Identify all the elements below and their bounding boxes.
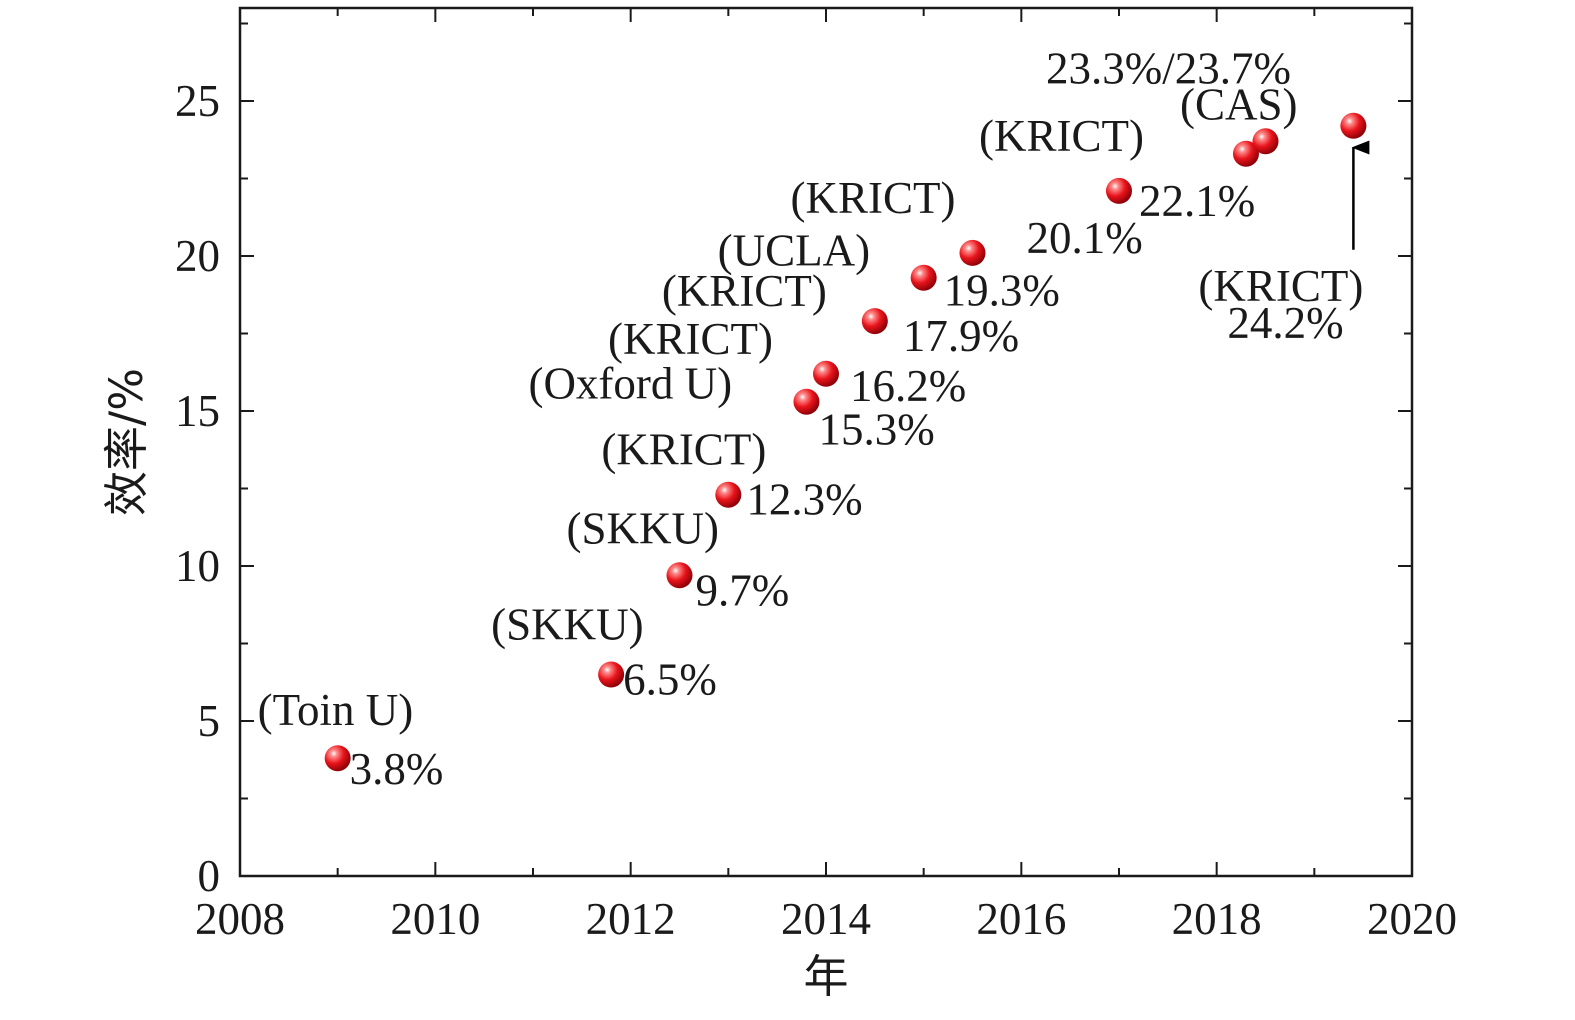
institution-label: (KRICT) [979, 111, 1144, 161]
institution-label: (KRICT) [662, 266, 827, 316]
value-label: 3.8% [350, 744, 444, 794]
data-point-marker [1106, 177, 1132, 204]
institution-label: (UCLA) [718, 226, 870, 276]
value-label: 24.2% [1227, 298, 1343, 348]
value-label: 12.3% [746, 475, 862, 525]
x-axis-ticks: 2008 2010 2012 2014 2016 2018 2020 [195, 8, 1457, 944]
value-label: 23.3%/23.7% [1046, 44, 1291, 94]
value-label: 19.3% [944, 266, 1060, 316]
y-tick-label: 15 [175, 386, 220, 436]
institution-label: (Toin U) [258, 685, 414, 735]
data-point-marker [861, 308, 888, 335]
institution-label: (KRICT) [601, 425, 766, 475]
institution-label: (SKKU) [491, 600, 643, 650]
x-tick-label: 2018 [1172, 894, 1262, 944]
data-point-marker [715, 481, 742, 508]
data-point-marker [793, 388, 820, 415]
y-tick-label: 0 [198, 851, 221, 901]
value-label: 20.1% [1027, 213, 1143, 263]
y-tick-label: 5 [198, 696, 221, 746]
data-points [324, 112, 1367, 772]
x-tick-label: 2014 [781, 894, 871, 944]
data-point-marker [324, 745, 351, 772]
x-axis-title: 年 [803, 950, 848, 1003]
x-tick-label: 2010 [390, 894, 480, 944]
x-tick-label: 2020 [1367, 894, 1457, 944]
value-label: 9.7% [696, 565, 790, 615]
y-tick-label: 20 [175, 231, 220, 281]
data-point-marker [666, 562, 693, 589]
x-tick-label: 2012 [586, 894, 676, 944]
institution-label: (SKKU) [567, 503, 720, 553]
value-label: 16.2% [850, 361, 966, 411]
y-axis-ticks: 0 5 10 15 20 25 [175, 22, 1412, 901]
value-label: 6.5% [623, 655, 717, 705]
data-point-marker [910, 264, 937, 291]
data-point-marker [1232, 140, 1259, 167]
institution-label: (CAS) [1180, 80, 1298, 130]
data-point-marker [598, 661, 625, 688]
data-point-marker [959, 239, 986, 266]
institution-label: (Oxford U) [528, 359, 732, 409]
value-label: 17.9% [903, 311, 1019, 361]
data-point-marker [813, 360, 839, 387]
data-point-marker [1340, 112, 1367, 139]
y-axis-title: 效率/% [100, 368, 153, 516]
x-tick-label: 2016 [976, 894, 1066, 944]
institution-label: (KRICT) [608, 314, 773, 364]
value-label: 22.1% [1139, 176, 1255, 226]
institution-label: (KRICT) [1198, 261, 1363, 311]
y-tick-label: 25 [175, 76, 220, 126]
x-tick-label: 2008 [195, 894, 285, 944]
point-labels: 3.8%(Toin U)6.5%(SKKU)9.7%(SKKU)12.3%(KR… [258, 44, 1364, 795]
institution-label: (KRICT) [791, 173, 956, 223]
value-label: 15.3% [818, 405, 934, 455]
y-tick-label: 10 [175, 541, 220, 591]
data-point-marker [1252, 128, 1279, 155]
